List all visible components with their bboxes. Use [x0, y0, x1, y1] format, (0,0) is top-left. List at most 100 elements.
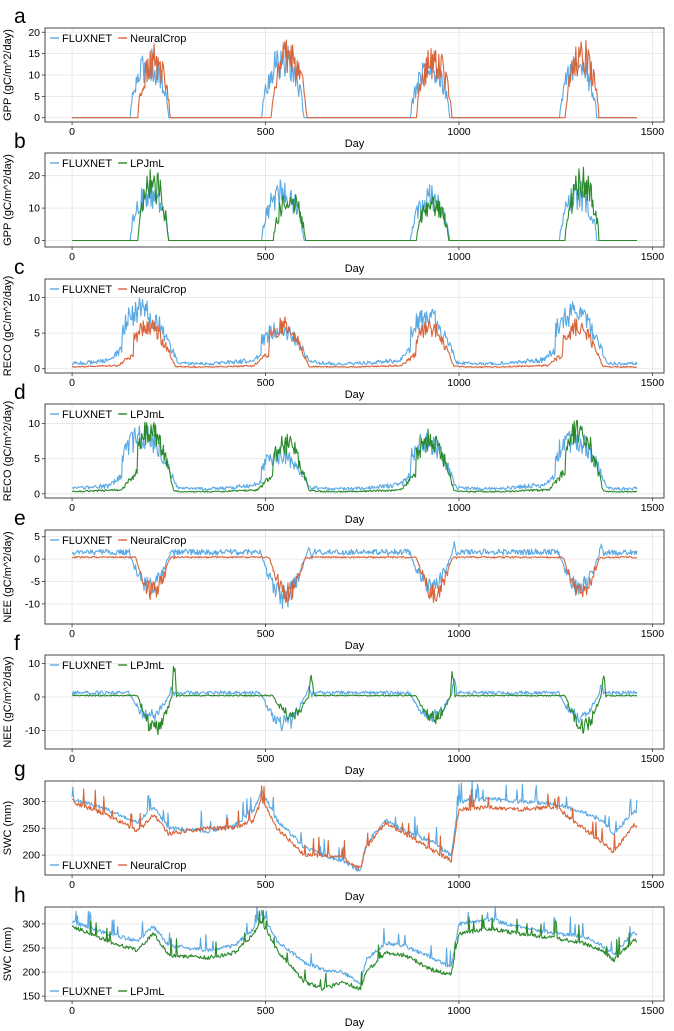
panel-letter: a — [14, 5, 26, 28]
y-tick-label: 0 — [34, 112, 40, 124]
y-tick-label: -5 — [31, 576, 40, 588]
y-tick-label: 5 — [34, 453, 40, 465]
legend-label: FLUXNET — [62, 33, 112, 45]
x-tick-label: 0 — [69, 879, 75, 891]
y-tick-label: 15 — [28, 48, 40, 60]
legend-label: LPJmL — [130, 409, 164, 421]
legend-label: LPJmL — [130, 660, 164, 672]
legend-label: FLUXNET — [62, 860, 112, 872]
legend-label: FLUXNET — [62, 660, 112, 672]
x-tick-label: 1000 — [447, 879, 471, 891]
x-tick-label: 1500 — [641, 251, 665, 263]
x-tick-label: 0 — [69, 377, 75, 389]
panel-a: 0 500 1000 1500 0 5 10 15 20 Day GPP (gC/m^2/day)a… — [2, 5, 665, 150]
y-axis-label: SWC (mm) — [2, 927, 14, 981]
x-tick-label: 0 — [69, 1005, 75, 1017]
panel-letter: b — [14, 130, 26, 153]
y-tick-label: 10 — [28, 203, 40, 215]
legend-label: FLUXNET — [62, 409, 112, 421]
plot-frame — [44, 152, 665, 248]
x-tick-label: 1000 — [447, 502, 471, 514]
y-tick-label: 200 — [22, 967, 40, 979]
y-tick-label: -10 — [25, 725, 40, 737]
panel-letter: e — [14, 507, 26, 530]
y-tick-label: 0 — [34, 235, 40, 247]
legend-label: LPJmL — [130, 158, 164, 170]
legend-label: NeuralCrop — [130, 284, 186, 296]
x-tick-label: 1000 — [447, 126, 471, 138]
x-axis-label: Day — [345, 891, 365, 903]
y-axis-label: RECO (gC/m^2/day) — [2, 401, 14, 502]
plot-frame — [44, 654, 665, 750]
x-tick-label: 0 — [69, 251, 75, 263]
y-tick-label: 200 — [22, 850, 40, 862]
panel-f: 0 500 1000 1500 -10 0 10 Day NEE (gC/m^2/day)f FL… — [2, 632, 665, 777]
x-axis-label: Day — [345, 765, 365, 777]
x-tick-label: 500 — [257, 1005, 275, 1017]
panel-letter: f — [14, 632, 20, 655]
y-tick-label: 0 — [34, 488, 40, 500]
panel-b: 0 500 1000 1500 0 10 20 Day GPP (gC/m^2/day)b FLU… — [2, 130, 665, 275]
legend: FLUXNET LPJmL — [50, 660, 164, 672]
y-tick-label: 5 — [34, 328, 40, 340]
x-tick-label: 1500 — [641, 753, 665, 765]
legend-label: NeuralCrop — [130, 535, 186, 547]
legend: FLUXNET NeuralCrop — [50, 33, 186, 45]
series-line-neuralcrop — [72, 39, 637, 119]
y-tick-label: 150 — [22, 991, 40, 1003]
y-axis-label: GPP (gC/m^2/day) — [2, 29, 14, 121]
legend-label: NeuralCrop — [130, 33, 186, 45]
panel-letter: c — [14, 256, 25, 279]
legend: FLUXNET LPJmL — [50, 986, 164, 998]
y-tick-label: 300 — [22, 918, 40, 930]
series-line-fluxnet — [71, 678, 638, 732]
series-line-fluxnet — [71, 907, 638, 985]
series-line-fluxnet — [71, 541, 638, 610]
x-tick-label: 1500 — [641, 879, 665, 891]
x-axis-label: Day — [345, 514, 365, 526]
series-line-neuralcrop — [72, 555, 637, 603]
legend: FLUXNET LPJmL — [50, 158, 164, 170]
x-tick-label: 500 — [257, 628, 275, 640]
x-tick-label: 1000 — [447, 628, 471, 640]
y-axis-label: NEE (gC/m^2/day) — [2, 531, 14, 622]
legend-label: FLUXNET — [62, 158, 112, 170]
series-line-lpjml — [71, 665, 638, 736]
y-tick-label: 0 — [34, 363, 40, 375]
series-line-lpjml — [71, 419, 638, 493]
series-line-lpjml — [72, 166, 637, 242]
y-axis-label: SWC (mm) — [2, 801, 14, 855]
series-line-neuralcrop — [71, 785, 638, 870]
y-tick-label: 300 — [22, 796, 40, 808]
x-tick-label: 0 — [69, 628, 75, 640]
y-tick-label: -10 — [25, 598, 40, 610]
x-axis-label: Day — [345, 263, 365, 275]
legend-label: NeuralCrop — [130, 860, 186, 872]
x-tick-label: 1500 — [641, 126, 665, 138]
x-axis-label: Day — [345, 640, 365, 652]
x-tick-label: 0 — [69, 126, 75, 138]
x-axis-label: Day — [345, 1017, 365, 1029]
x-tick-label: 0 — [69, 502, 75, 514]
series-line-fluxnet — [71, 297, 638, 366]
y-tick-label: 10 — [28, 658, 40, 670]
plot-frame — [44, 403, 665, 499]
x-tick-label: 1500 — [641, 502, 665, 514]
x-tick-label: 1000 — [447, 753, 471, 765]
x-tick-label: 500 — [257, 377, 275, 389]
panel-letter: g — [14, 758, 26, 781]
y-tick-label: 10 — [28, 70, 40, 82]
y-tick-label: 10 — [28, 292, 40, 304]
panel-g: 0 500 1000 1500 200 250 300 Day SWC (mm) g FLUXNET… — [2, 758, 665, 903]
y-axis-label: NEE (gC/m^2/day) — [2, 656, 14, 747]
x-tick-label: 1500 — [641, 377, 665, 389]
plot-frame — [44, 906, 665, 1002]
series-line-neuralcrop — [71, 316, 637, 369]
y-tick-label: 0 — [34, 554, 40, 566]
legend: FLUXNET NeuralCrop — [50, 535, 186, 547]
x-tick-label: 0 — [69, 753, 75, 765]
x-axis-label: Day — [345, 389, 365, 401]
panel-letter: d — [14, 381, 26, 404]
y-tick-label: 250 — [22, 823, 40, 835]
legend-label: LPJmL — [130, 986, 164, 998]
